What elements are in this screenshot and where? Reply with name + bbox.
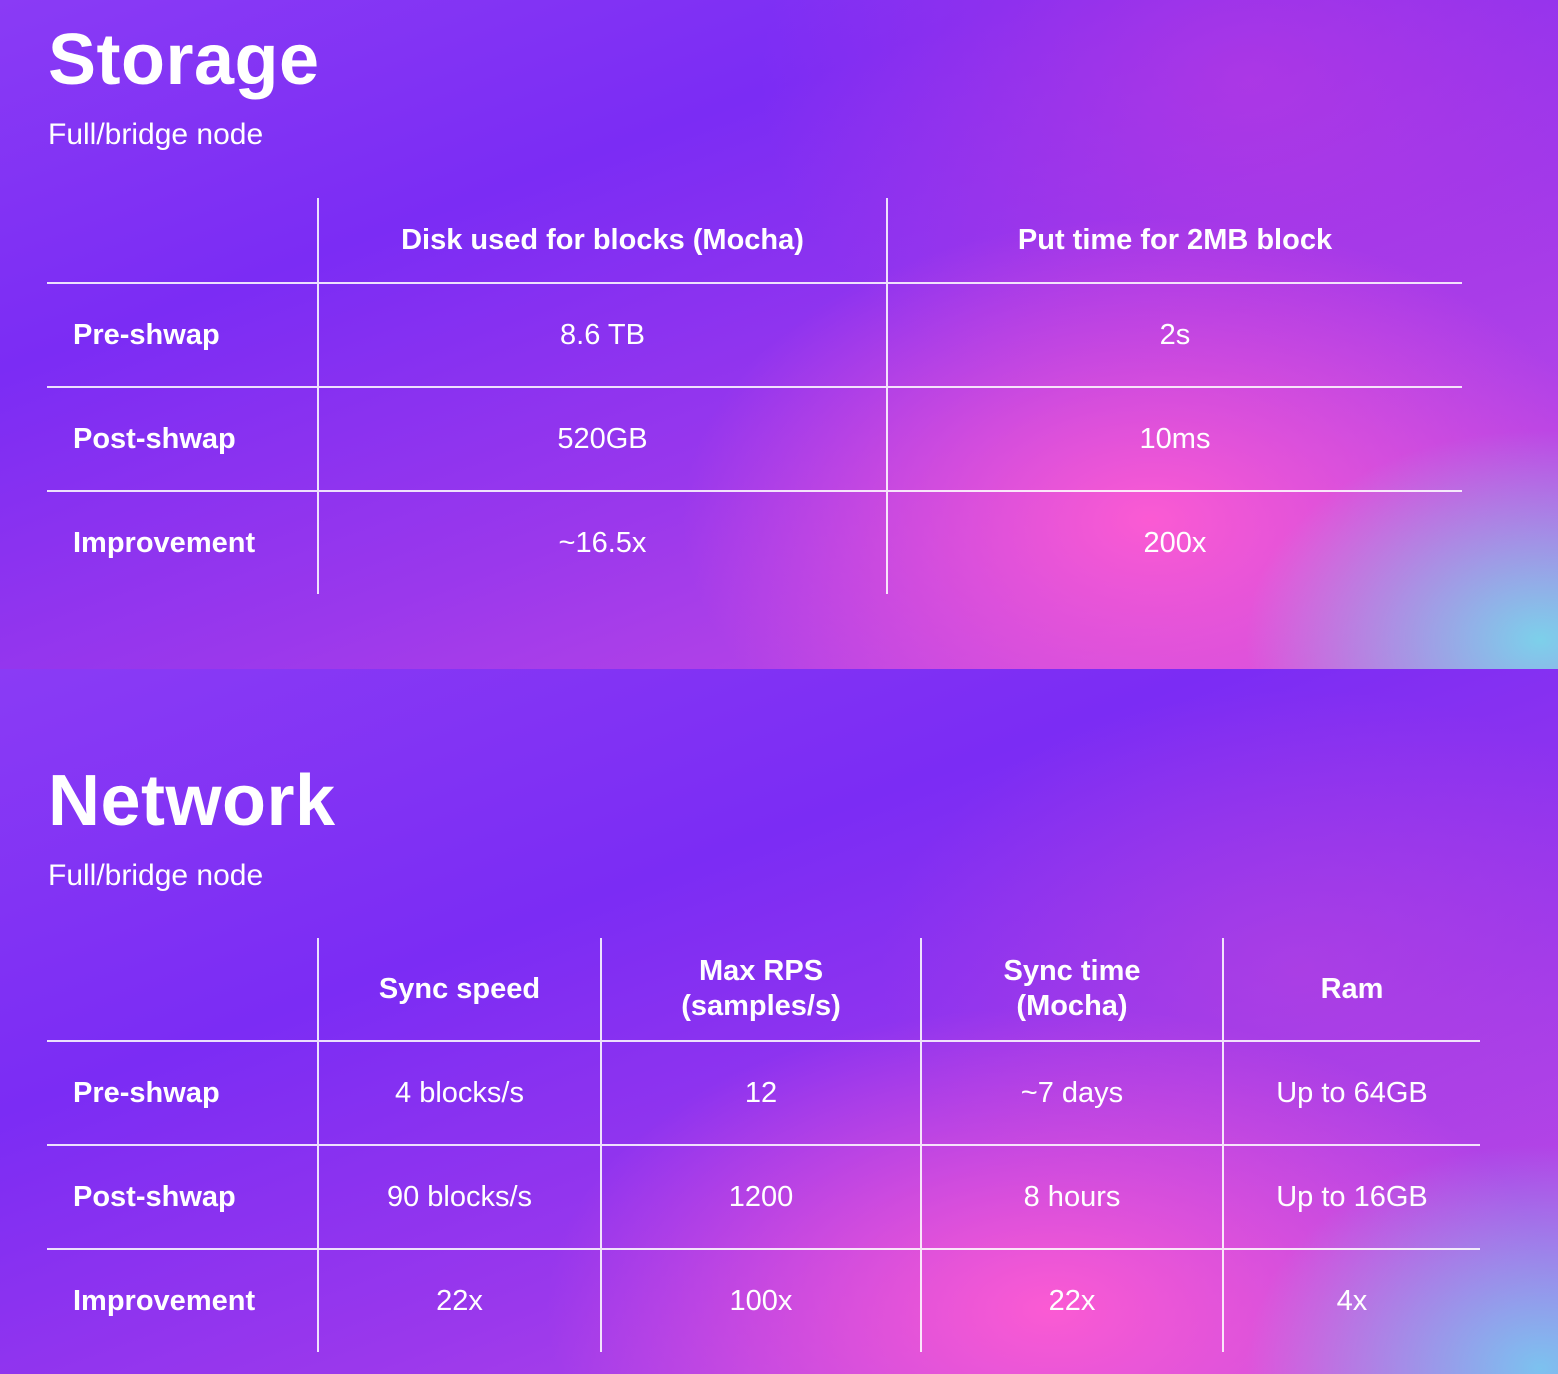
- table-cell: ~7 days: [920, 1040, 1223, 1145]
- table-cell: 8.6 TB: [317, 282, 887, 387]
- table-cell: 10ms: [886, 386, 1462, 491]
- table-row: Post-shwap 520GB 10ms: [47, 386, 1462, 491]
- column-header-disk-used: Disk used for blocks (Mocha): [317, 198, 887, 283]
- row-label-post-shwap: Post-shwap: [47, 1144, 318, 1249]
- table-cell: 1200: [600, 1144, 921, 1249]
- network-title: Network: [48, 761, 336, 841]
- storage-panel: Storage Full/bridge node Disk used for b…: [0, 0, 1558, 669]
- table-row: Pre-shwap 8.6 TB 2s: [47, 282, 1462, 387]
- table-cell: 4x: [1222, 1248, 1480, 1352]
- table-cell: 22x: [317, 1248, 601, 1352]
- row-label-improvement: Improvement: [47, 1248, 318, 1352]
- table-row: Post-shwap 90 blocks/s 1200 8 hours Up t…: [47, 1144, 1480, 1249]
- row-label-pre-shwap: Pre-shwap: [47, 282, 318, 387]
- column-header-max-rps: Max RPS (samples/s): [600, 938, 921, 1041]
- storage-table: Disk used for blocks (Mocha) Put time fo…: [47, 198, 1462, 594]
- network-panel: Network Full/bridge node Sync speed Max …: [0, 669, 1558, 1374]
- table-header-row: Sync speed Max RPS (samples/s) Sync time…: [47, 938, 1480, 1041]
- row-label-improvement: Improvement: [47, 490, 318, 594]
- table-row: Improvement ~16.5x 200x: [47, 490, 1462, 594]
- network-table: Sync speed Max RPS (samples/s) Sync time…: [47, 938, 1480, 1352]
- row-label-post-shwap: Post-shwap: [47, 386, 318, 491]
- table-cell: 4 blocks/s: [317, 1040, 601, 1145]
- table-cell: Up to 16GB: [1222, 1144, 1480, 1249]
- table-cell: 8 hours: [920, 1144, 1223, 1249]
- table-cell: 90 blocks/s: [317, 1144, 601, 1249]
- storage-subtitle: Full/bridge node: [48, 118, 264, 151]
- table-cell: 200x: [886, 490, 1462, 594]
- header-corner: [47, 938, 318, 1041]
- table-cell: ~16.5x: [317, 490, 887, 594]
- header-corner: [47, 198, 318, 283]
- column-header-ram: Ram: [1222, 938, 1480, 1041]
- table-row: Pre-shwap 4 blocks/s 12 ~7 days Up to 64…: [47, 1040, 1480, 1145]
- row-label-pre-shwap: Pre-shwap: [47, 1040, 318, 1145]
- network-subtitle: Full/bridge node: [48, 859, 264, 892]
- storage-title: Storage: [48, 20, 320, 100]
- table-header-row: Disk used for blocks (Mocha) Put time fo…: [47, 198, 1462, 283]
- table-cell: Up to 64GB: [1222, 1040, 1480, 1145]
- column-header-sync-time: Sync time (Mocha): [920, 938, 1223, 1041]
- table-cell: 22x: [920, 1248, 1223, 1352]
- table-cell: 2s: [886, 282, 1462, 387]
- column-header-sync-speed: Sync speed: [317, 938, 601, 1041]
- table-row: Improvement 22x 100x 22x 4x: [47, 1248, 1480, 1352]
- table-cell: 100x: [600, 1248, 921, 1352]
- table-cell: 12: [600, 1040, 921, 1145]
- table-cell: 520GB: [317, 386, 887, 491]
- column-header-put-time: Put time for 2MB block: [886, 198, 1462, 283]
